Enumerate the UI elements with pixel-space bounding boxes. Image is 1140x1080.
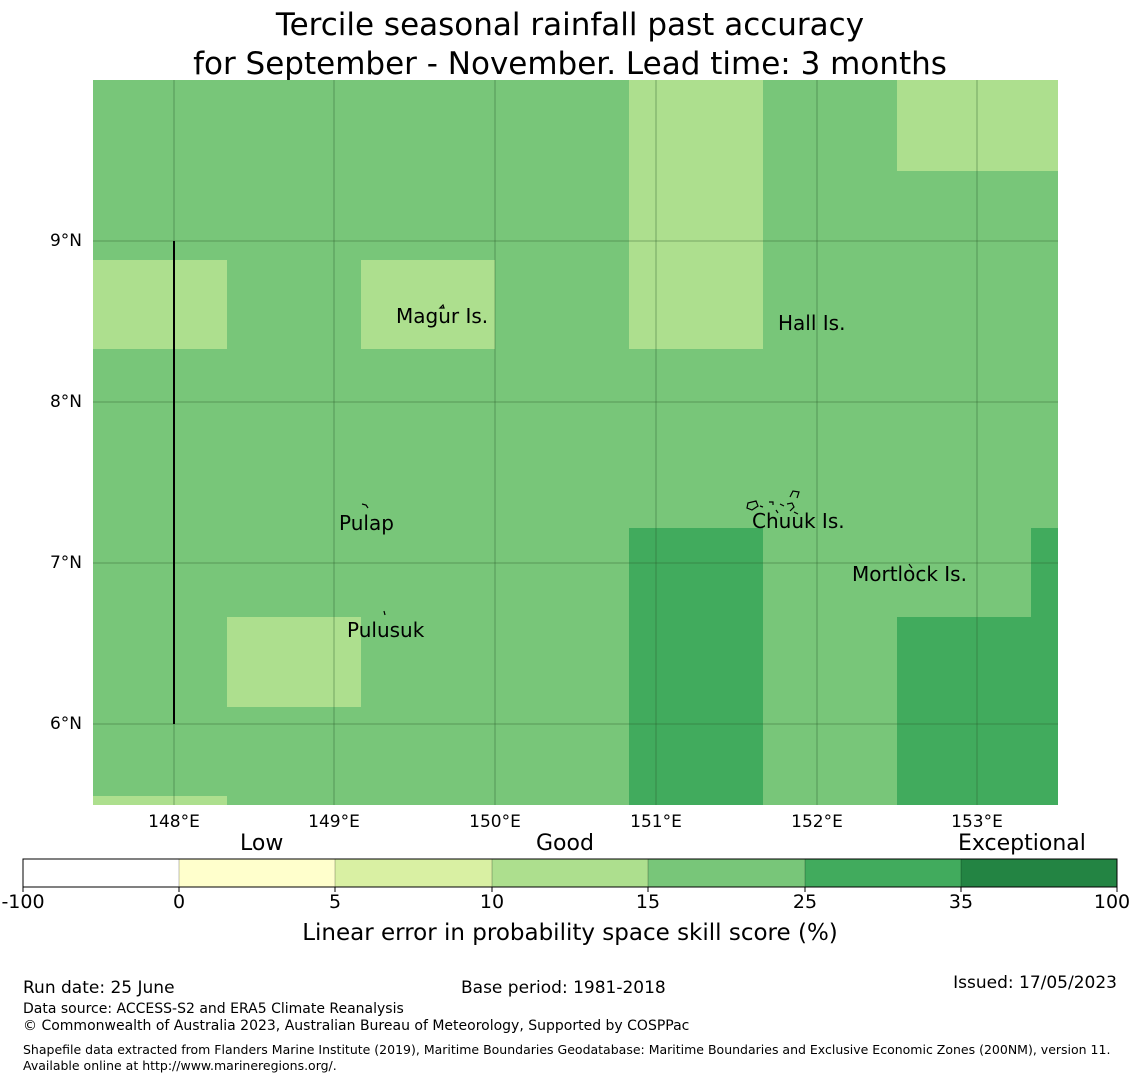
lon-tick-label: 153°E <box>951 812 1003 832</box>
colorbar-segment <box>23 859 179 887</box>
place-label-mortlock: Mortlock Is. <box>852 562 967 586</box>
colorbar-segment <box>179 859 335 887</box>
mortlock-island-outline <box>908 563 913 569</box>
lat-tick-label: 6°N <box>49 714 82 734</box>
place-label-magur: Magur Is. <box>396 304 489 328</box>
colorbar-tick-label: 10 <box>479 891 505 913</box>
grid-cell-10-15 <box>361 260 495 349</box>
colorbar-category-exceptional: Exceptional <box>958 831 1086 856</box>
grid-cell-10-15 <box>93 260 227 349</box>
place-label-pulap: Pulap <box>339 511 394 535</box>
colorbar-tick-label: 35 <box>948 891 974 913</box>
colorbar-tick-label: 25 <box>792 891 818 913</box>
colorbar-label: Linear error in probability space skill … <box>302 920 838 946</box>
colorbar-segment <box>492 859 648 887</box>
issued-date: Issued: 17/05/2023 <box>953 973 1117 993</box>
chuuk-island-outline <box>746 490 800 515</box>
shapefile-credit: Shapefile data extracted from Flanders M… <box>23 1042 1111 1073</box>
colorbar-category-good: Good <box>536 831 594 856</box>
colorbar-segment <box>335 859 492 887</box>
lon-tick-label: 151°E <box>630 812 682 832</box>
pulap-island-outline <box>361 503 369 509</box>
grid-cell-25-35 <box>1031 528 1058 617</box>
colorbar-tick-label: 15 <box>635 891 661 913</box>
run-date: Run date: 25 June <box>23 978 175 998</box>
colorbar-segment <box>961 859 1117 887</box>
colorbar-tick-label: 0 <box>172 891 186 913</box>
skill-grid <box>93 80 1058 805</box>
colorbar-frame <box>22 858 1118 888</box>
map-title-line2: for September - November. Lead time: 3 m… <box>193 46 947 82</box>
base-period: Base period: 1981-2018 <box>461 978 666 998</box>
lat-tick-label: 7°N <box>49 553 82 573</box>
colorbar-segment <box>648 859 805 887</box>
lon-tick-label: 150°E <box>469 812 521 832</box>
lon-tick-label: 152°E <box>791 812 843 832</box>
colorbar-tick-label: -100 <box>1 891 45 913</box>
colorbar-segment <box>805 859 961 887</box>
grid-cell-10-15 <box>629 80 763 349</box>
place-label-chuuk: Chuuk Is. <box>752 509 845 533</box>
magur-island-outline <box>438 303 445 309</box>
lon-tick-label: 149°E <box>308 812 360 832</box>
grid-cell-10-15 <box>227 617 361 707</box>
grid-cell-10-15 <box>897 80 1058 171</box>
colorbar-tick-label: 5 <box>328 891 342 913</box>
colorbar-ticks <box>22 887 1118 892</box>
colorbar <box>22 858 1118 892</box>
grid-cell-25-35 <box>897 617 1058 805</box>
lon-tick-label: 148°E <box>148 812 200 832</box>
place-label-pulusuk: Pulusuk <box>347 618 425 642</box>
copyright: © Commonwealth of Australia 2023, Austra… <box>23 1018 690 1034</box>
map-title-line1: Tercile seasonal rainfall past accuracy <box>275 7 865 43</box>
colorbar-category-low: Low <box>240 831 284 856</box>
place-label-hall: Hall Is. <box>778 311 846 335</box>
grid-cell-10-15 <box>93 796 227 805</box>
data-source: Data source: ACCESS-S2 and ERA5 Climate … <box>23 1001 404 1017</box>
pulusuk-island-outline <box>383 610 386 616</box>
colorbar-tick-label: 100 <box>1093 891 1131 913</box>
lat-tick-label: 9°N <box>49 231 82 251</box>
lat-tick-label: 8°N <box>49 392 82 412</box>
grid-cell-25-35 <box>629 528 763 805</box>
